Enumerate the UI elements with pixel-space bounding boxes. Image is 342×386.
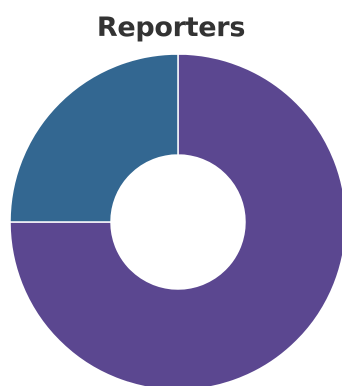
donut-slices bbox=[9, 53, 342, 386]
donut-slice-1[interactable] bbox=[9, 53, 342, 386]
chart-title: Reporters bbox=[96, 12, 246, 43]
donut-slice-2[interactable] bbox=[9, 53, 179, 223]
